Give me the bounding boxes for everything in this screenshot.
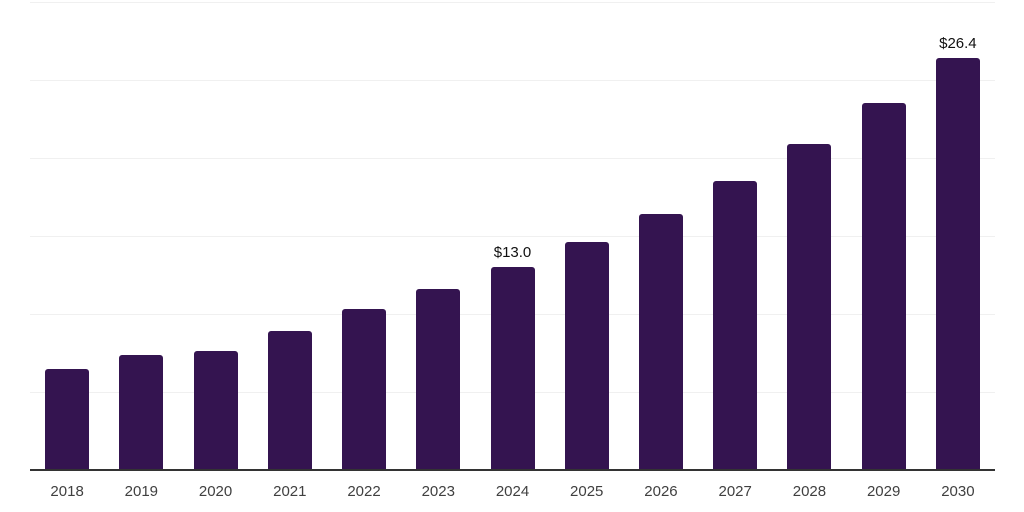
x-tick-label-2030: 2030 bbox=[941, 483, 975, 500]
bar-2021 bbox=[267, 331, 312, 470]
bar-2029 bbox=[861, 103, 906, 470]
bar-2022 bbox=[342, 309, 387, 470]
x-tick-label-2026: 2026 bbox=[644, 483, 678, 500]
x-tick-label-2021: 2021 bbox=[273, 483, 307, 500]
x-tick-label-2019: 2019 bbox=[124, 483, 159, 500]
bar-2025 bbox=[564, 242, 609, 470]
bar-2018 bbox=[45, 368, 90, 470]
x-tick-label-2020: 2020 bbox=[198, 483, 233, 500]
x-tick-label-2027: 2027 bbox=[718, 483, 752, 500]
bar-2023 bbox=[416, 289, 461, 470]
x-tick-label-2024: 2024 bbox=[495, 483, 530, 500]
gridline-y-15 bbox=[30, 236, 995, 237]
x-tick-label-2022: 2022 bbox=[347, 483, 381, 500]
gridline-y-30 bbox=[30, 2, 995, 3]
bar-2020 bbox=[193, 351, 238, 470]
x-tick-label-2028: 2028 bbox=[792, 483, 827, 500]
x-tick-label-2023: 2023 bbox=[421, 483, 455, 500]
x-tick-label-2025: 2025 bbox=[570, 483, 604, 500]
bar-2024 bbox=[490, 267, 535, 470]
gridline-y-25 bbox=[30, 80, 995, 81]
bar-value-label-2024: $13.0 bbox=[493, 244, 532, 262]
plot-area: $13.0 $26.4 bbox=[30, 2, 995, 471]
bar-2028 bbox=[787, 143, 832, 470]
gridline-y-20 bbox=[30, 158, 995, 159]
bar-2019 bbox=[119, 354, 164, 470]
x-tick-label-2029: 2029 bbox=[866, 483, 901, 500]
bar-value-label-2030: $26.4 bbox=[939, 35, 977, 53]
bar-2027 bbox=[713, 181, 758, 470]
x-tick-label-2018: 2018 bbox=[50, 483, 84, 500]
bar-2030 bbox=[935, 58, 980, 470]
x-axis-line bbox=[30, 469, 995, 471]
bar-2026 bbox=[638, 214, 683, 470]
